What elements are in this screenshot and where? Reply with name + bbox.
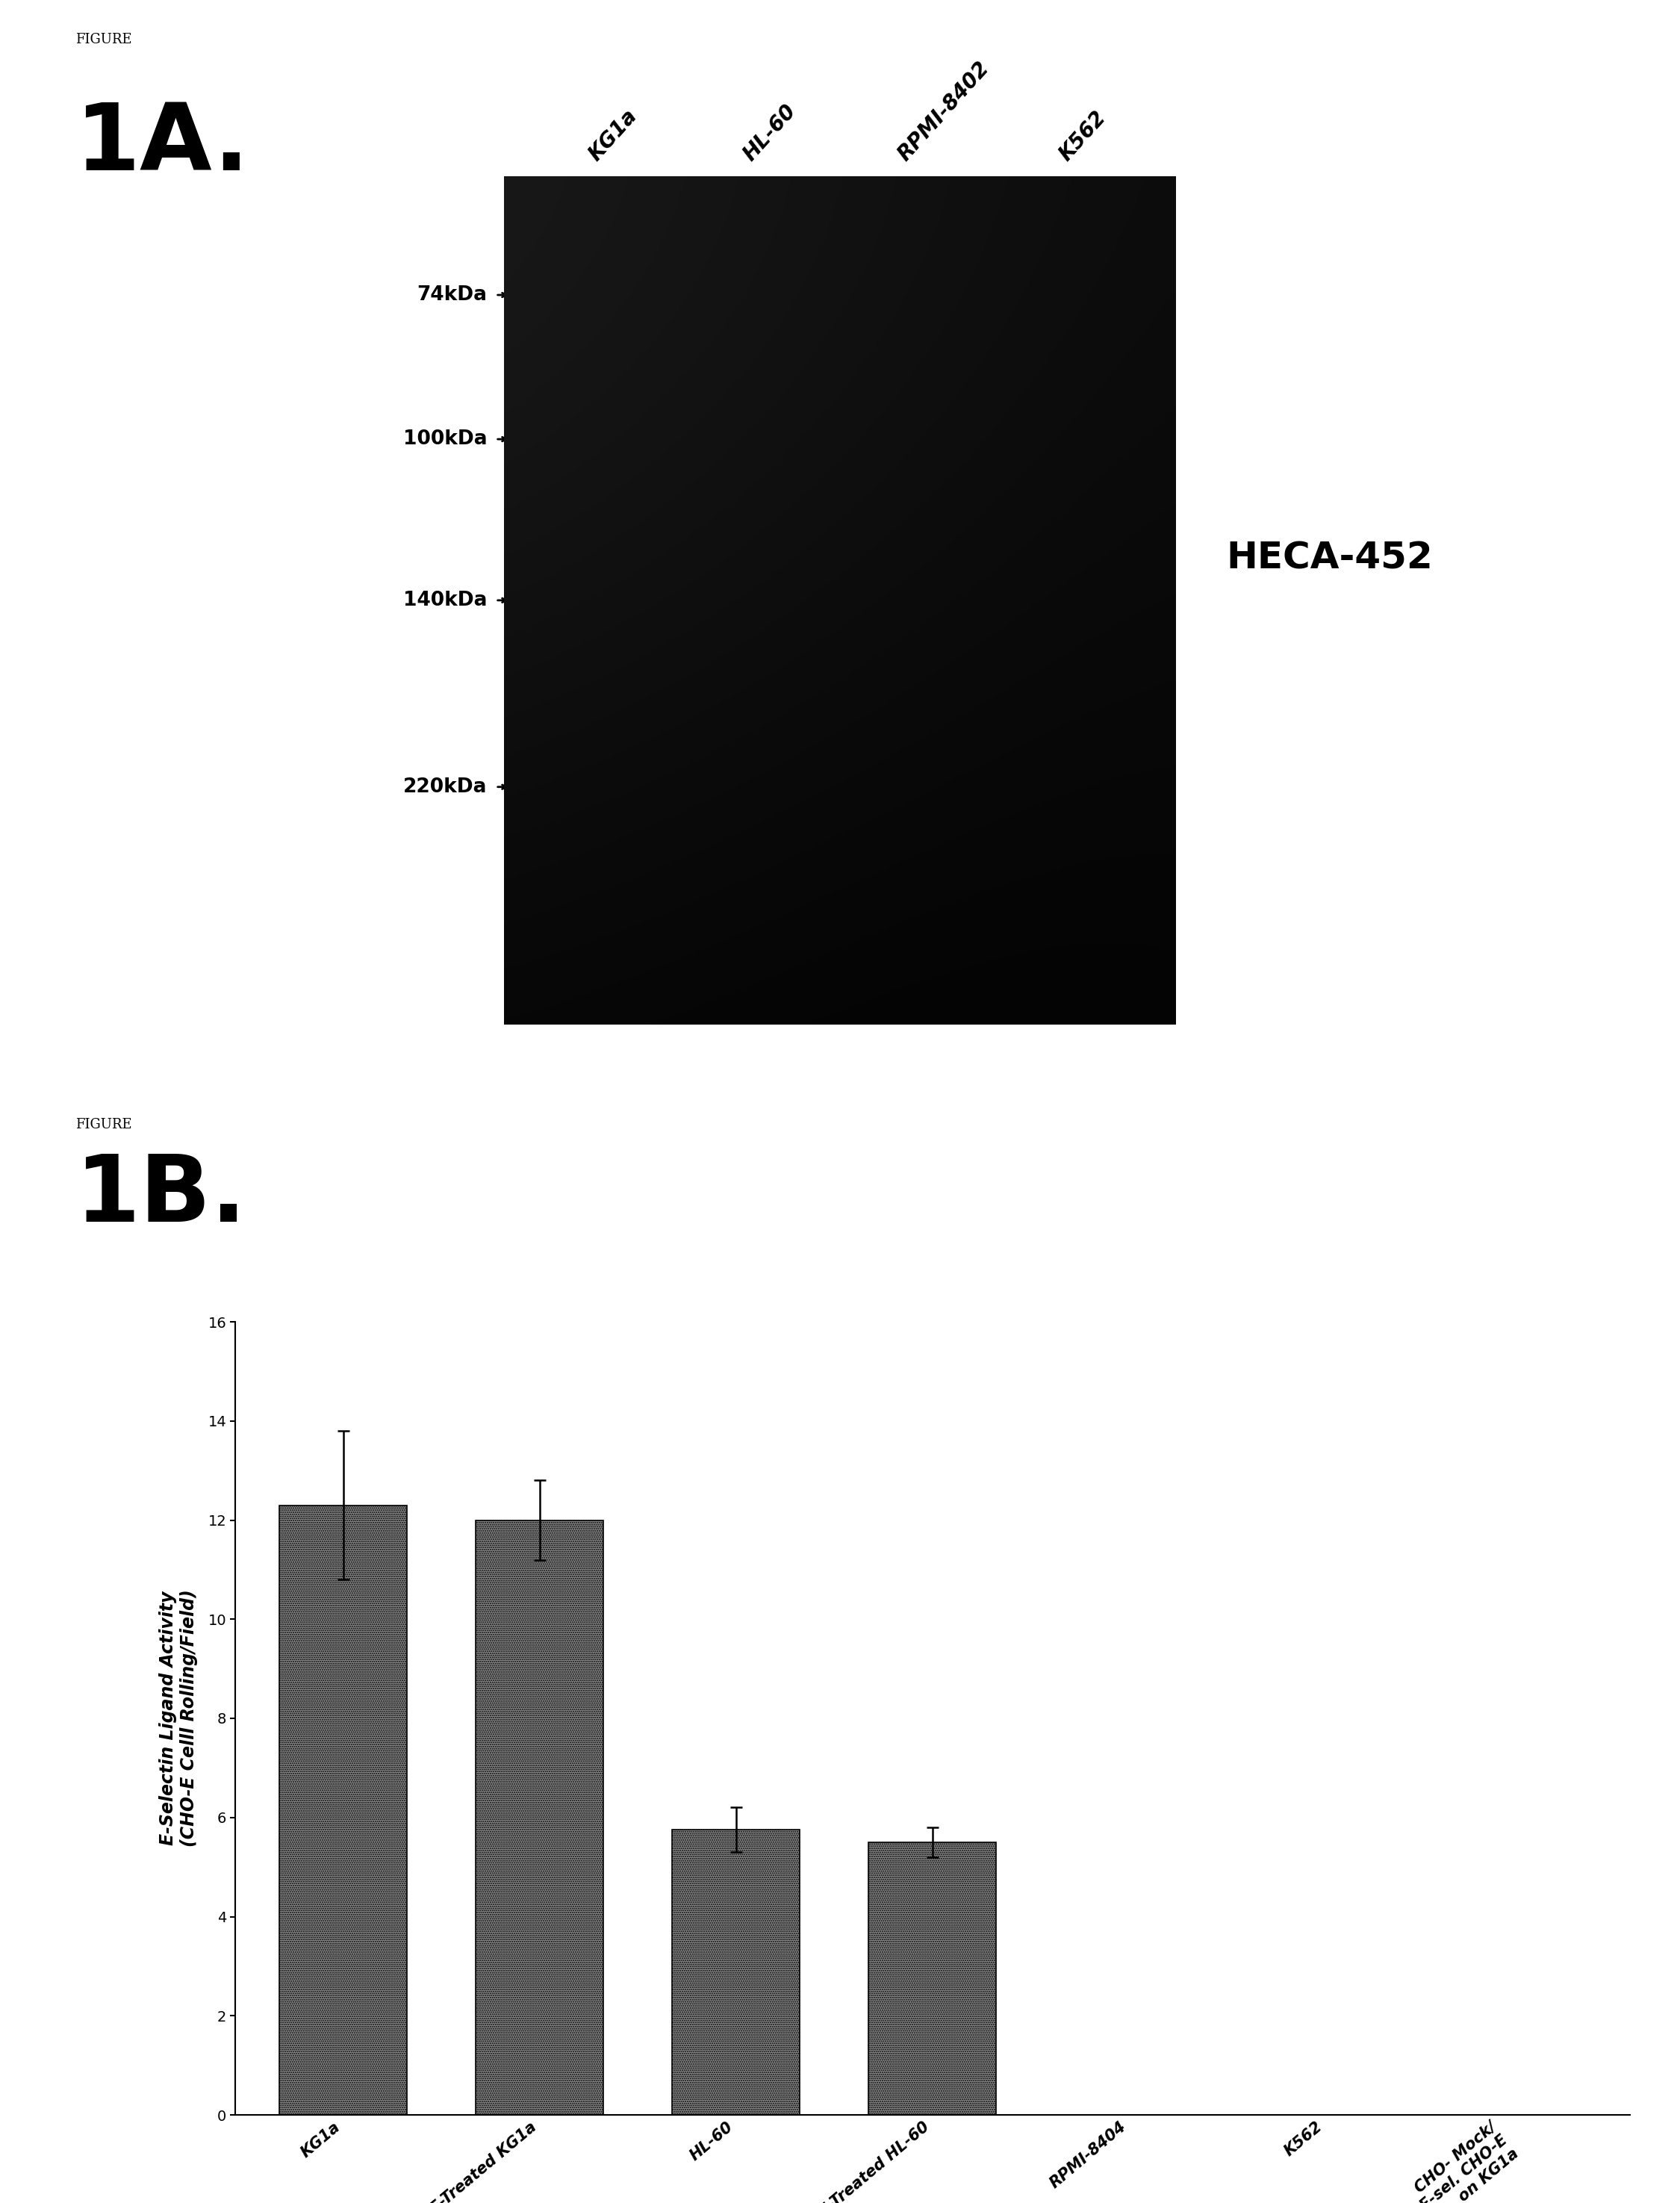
Text: HECA-452: HECA-452 [1226,540,1433,575]
Bar [672,1831,800,2115]
Text: 140kDa: 140kDa [403,590,487,610]
Text: 74kDa: 74kDa [417,284,487,304]
Text: RPMI-8402: RPMI-8402 [894,57,993,165]
Bar [475,1520,603,2115]
Text: FIGURE: FIGURE [76,33,133,46]
Text: K562: K562 [1055,108,1110,165]
Text: HL-60: HL-60 [739,101,800,165]
Bar [869,1842,996,2115]
Text: FIGURE: FIGURE [76,1117,133,1132]
Text: 1B.: 1B. [76,1150,247,1242]
Text: 1A.: 1A. [76,99,250,189]
Y-axis label: E-Selectin Ligand Activity
(CHO-E Celll Rolling/Field): E-Selectin Ligand Activity (CHO-E Celll … [160,1591,198,1846]
Text: 100kDa: 100kDa [403,430,487,449]
Text: KG1a: KG1a [585,106,642,165]
Text: 220kDa: 220kDa [403,778,487,797]
Bar [279,1505,407,2115]
